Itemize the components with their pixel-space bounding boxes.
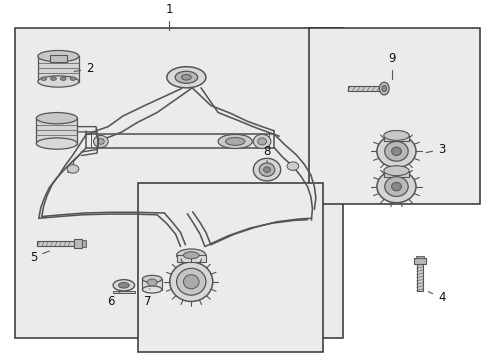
Ellipse shape	[183, 252, 199, 259]
Ellipse shape	[259, 163, 275, 176]
Ellipse shape	[225, 138, 245, 145]
Ellipse shape	[392, 147, 401, 156]
Ellipse shape	[384, 131, 409, 140]
Text: 4: 4	[428, 291, 445, 304]
Ellipse shape	[36, 113, 77, 124]
Bar	[138, 183, 323, 352]
Bar	[416, 264, 423, 291]
Ellipse shape	[167, 67, 206, 88]
Bar	[384, 171, 409, 177]
Bar	[143, 279, 162, 289]
Ellipse shape	[176, 268, 206, 295]
Ellipse shape	[181, 75, 191, 80]
Ellipse shape	[258, 138, 267, 145]
Bar	[309, 28, 480, 204]
Text: 9: 9	[388, 52, 395, 65]
Ellipse shape	[377, 135, 416, 167]
Text: 5: 5	[30, 251, 49, 264]
Ellipse shape	[60, 77, 66, 80]
Ellipse shape	[113, 280, 135, 291]
Ellipse shape	[264, 167, 270, 172]
Bar	[416, 256, 424, 258]
Ellipse shape	[38, 50, 79, 62]
Text: 7: 7	[144, 289, 151, 308]
Ellipse shape	[385, 177, 408, 197]
Ellipse shape	[70, 77, 76, 80]
Ellipse shape	[175, 71, 197, 83]
Bar	[15, 28, 343, 338]
Ellipse shape	[50, 77, 56, 80]
Ellipse shape	[379, 82, 389, 95]
Ellipse shape	[170, 262, 213, 301]
Ellipse shape	[36, 138, 77, 149]
Ellipse shape	[94, 135, 108, 148]
Ellipse shape	[41, 77, 47, 80]
Ellipse shape	[38, 76, 79, 87]
Ellipse shape	[392, 182, 401, 191]
Ellipse shape	[119, 283, 129, 288]
Bar	[36, 118, 77, 144]
Bar	[49, 55, 67, 62]
Ellipse shape	[253, 134, 271, 148]
Bar	[176, 255, 206, 262]
Ellipse shape	[183, 275, 199, 289]
Text: 2: 2	[74, 62, 94, 75]
Ellipse shape	[143, 275, 162, 283]
Bar	[347, 86, 383, 91]
Bar	[82, 240, 86, 247]
Text: 6: 6	[107, 292, 120, 308]
Text: 8: 8	[263, 145, 270, 163]
Ellipse shape	[377, 170, 416, 203]
Bar	[38, 56, 79, 81]
Ellipse shape	[287, 162, 299, 170]
Ellipse shape	[218, 134, 252, 148]
Ellipse shape	[147, 279, 157, 286]
Ellipse shape	[98, 139, 104, 144]
Text: 1: 1	[166, 3, 173, 15]
Bar	[384, 135, 409, 141]
Ellipse shape	[67, 165, 79, 173]
Ellipse shape	[385, 141, 408, 161]
Bar	[113, 291, 135, 293]
Ellipse shape	[176, 249, 206, 262]
Ellipse shape	[384, 166, 409, 176]
Ellipse shape	[253, 158, 281, 181]
Bar	[74, 239, 82, 248]
Ellipse shape	[143, 286, 162, 293]
Bar	[37, 241, 74, 246]
Ellipse shape	[382, 85, 387, 92]
Bar	[414, 258, 426, 264]
Text: 3: 3	[426, 143, 445, 156]
